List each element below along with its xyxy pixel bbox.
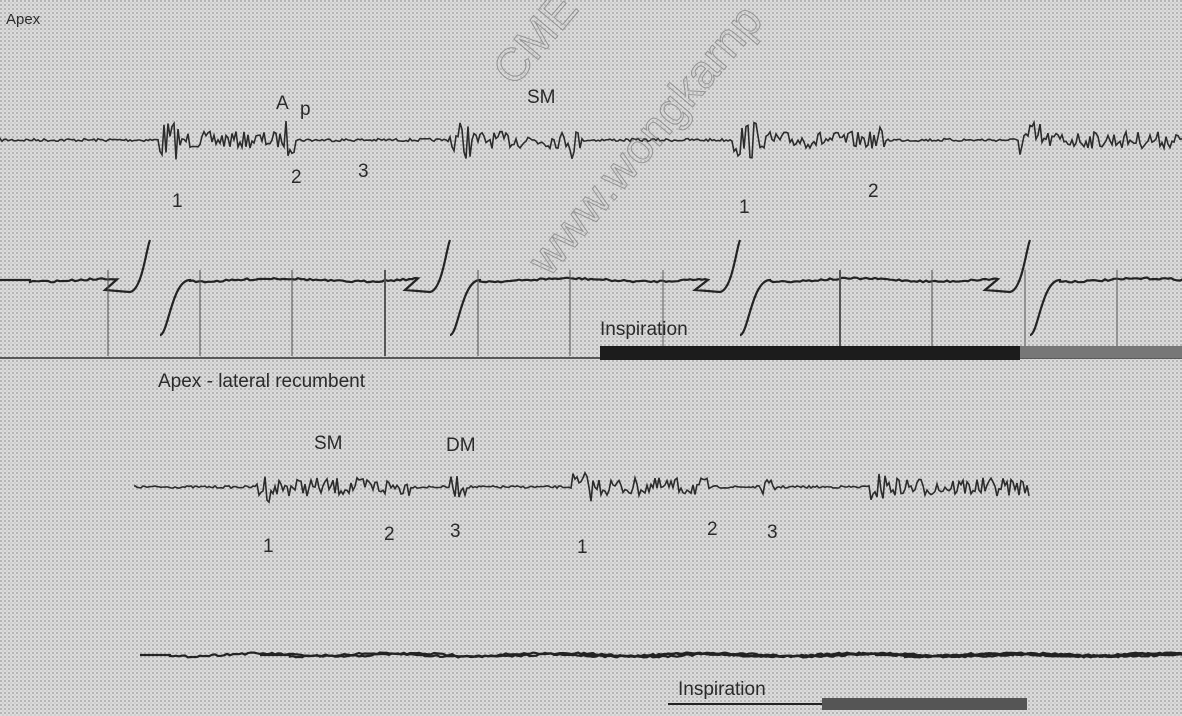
inspiration-bar-fade (1020, 346, 1182, 358)
panel-title: Apex (6, 11, 41, 28)
trace (449, 239, 742, 337)
phase-label: Inspiration (678, 679, 766, 700)
murmur-label: p (300, 99, 311, 120)
trace (134, 470, 1030, 504)
inspiration-bar (822, 698, 1027, 710)
trace (159, 239, 452, 337)
murmur-label: A (276, 93, 289, 114)
phase-label: Inspiration (600, 319, 688, 340)
trace (0, 239, 152, 294)
sound-label: 1 (172, 191, 183, 212)
sound-label: 2 (291, 167, 302, 188)
inspiration-bar (600, 346, 1020, 360)
trace (0, 119, 1182, 160)
sound-label: 3 (450, 521, 461, 542)
panel-title: Apex - lateral recumbent (158, 371, 366, 392)
sound-label: 1 (577, 537, 588, 558)
sound-label: 3 (767, 522, 778, 543)
sound-label: 2 (868, 181, 879, 202)
sound-label: 1 (263, 536, 274, 557)
traces (0, 119, 1182, 659)
sound-label: 1 (739, 197, 750, 218)
sound-label: 2 (384, 524, 395, 545)
trace (1029, 276, 1182, 337)
trace (739, 239, 1032, 337)
murmur-label: SM (527, 87, 556, 108)
sound-label: 2 (707, 519, 718, 540)
sound-label: 3 (358, 161, 369, 182)
murmur-label: SM (314, 433, 343, 454)
murmur-label: DM (446, 435, 476, 456)
